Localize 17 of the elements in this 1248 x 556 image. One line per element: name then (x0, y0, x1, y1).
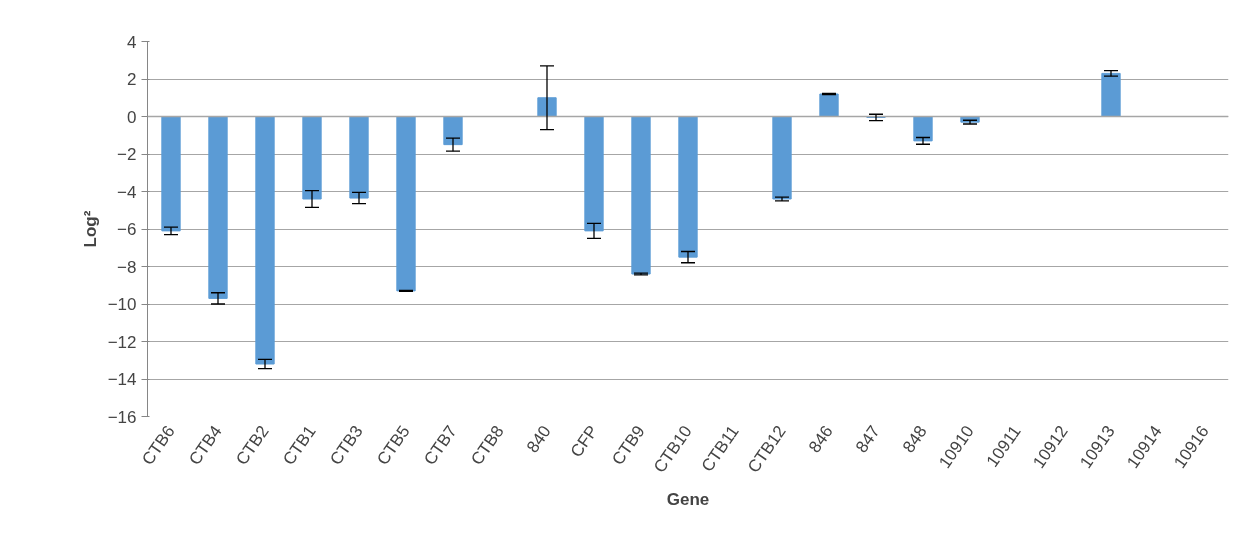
x-tick-label: 846 (804, 422, 837, 457)
y-tick-label: 2 (127, 70, 137, 89)
y-tick-label: −2 (117, 145, 137, 164)
x-tick-label: 847 (851, 422, 884, 457)
y-axis-title: Log² (80, 210, 100, 248)
y-tick-label: −4 (117, 182, 137, 202)
y-tick-label: −14 (107, 370, 137, 389)
x-tick-label: 848 (898, 422, 931, 457)
y-tick-label: 0 (127, 107, 137, 127)
y-tick-label: −12 (107, 332, 137, 352)
y-tick-label: 4 (127, 32, 137, 52)
x-axis-title: Gene (666, 489, 710, 509)
y-tick-label: −16 (107, 407, 137, 427)
y-tick-label: −6 (117, 220, 137, 239)
y-tick-label: −10 (107, 295, 137, 314)
y-tick-label: −8 (117, 257, 137, 277)
x-tick-label: 840 (522, 422, 555, 457)
